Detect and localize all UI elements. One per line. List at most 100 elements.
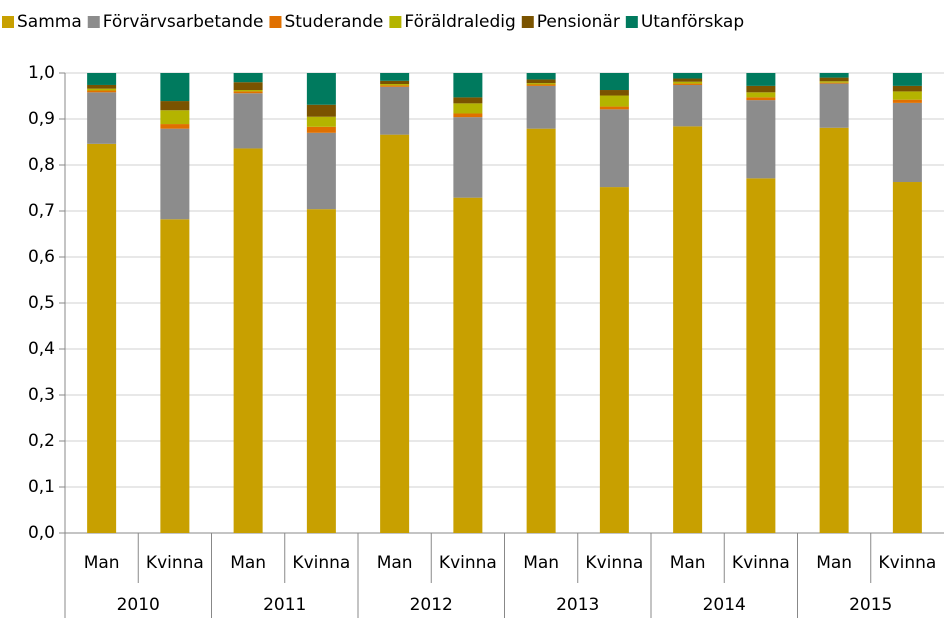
group-label: 2010 xyxy=(117,595,160,615)
bar-segment xyxy=(746,97,776,101)
legend-swatch xyxy=(389,16,402,28)
bar-segment xyxy=(599,109,629,188)
bar-segment xyxy=(380,73,410,81)
bar-segment xyxy=(892,99,922,103)
bar-segment xyxy=(673,84,703,127)
y-tick-label: 0,1 xyxy=(28,477,55,497)
x-tick-label: Kvinna xyxy=(146,553,204,573)
bar-segment xyxy=(892,85,922,92)
legend-swatch xyxy=(269,16,282,28)
bar-segment xyxy=(380,80,410,85)
legend-label: Pensionär xyxy=(537,12,620,32)
legend-swatch xyxy=(625,16,638,28)
group-label: 2014 xyxy=(703,595,746,615)
bar-segment xyxy=(87,84,117,89)
bar-segment xyxy=(306,73,336,105)
bar-segment xyxy=(599,187,629,533)
x-tick-label: Kvinna xyxy=(732,553,790,573)
bar-segment xyxy=(599,106,629,110)
bar-segment xyxy=(746,178,776,533)
group-label: 2012 xyxy=(410,595,453,615)
bar-segment xyxy=(233,91,263,94)
group-label: 2013 xyxy=(556,595,599,615)
x-tick-label: Kvinna xyxy=(439,553,497,573)
legend-label: Samma xyxy=(17,12,82,32)
legend-swatch xyxy=(87,16,100,28)
y-tick-label: 0,6 xyxy=(28,247,55,267)
legend-swatch xyxy=(521,16,534,28)
bar-segment xyxy=(526,73,556,80)
bar-segment xyxy=(380,134,410,533)
bar-segment xyxy=(892,182,922,533)
x-tick-label: Man xyxy=(230,553,266,573)
legend-label: Utanförskap xyxy=(641,12,744,32)
bar-segment xyxy=(160,124,190,129)
bar-segment xyxy=(233,93,263,149)
x-tick-label: Man xyxy=(670,553,706,573)
bar-segment xyxy=(892,102,922,183)
bar-segment xyxy=(306,132,336,210)
y-tick-label: 0,7 xyxy=(28,201,55,221)
bar-segment xyxy=(160,110,190,125)
x-tick-label: Kvinna xyxy=(585,553,643,573)
bar-segment xyxy=(453,73,483,98)
bar-segment xyxy=(673,73,703,79)
y-tick-label: 0,5 xyxy=(28,293,55,313)
x-tick-label: Kvinna xyxy=(878,553,936,573)
bar-segment xyxy=(160,101,190,111)
bar-segment xyxy=(819,81,849,83)
bar-segment xyxy=(599,90,629,96)
bar-segment xyxy=(526,83,556,85)
x-tick-label: Man xyxy=(816,553,852,573)
bar-segment xyxy=(819,127,849,534)
bar-segment xyxy=(87,90,117,93)
bar-segment xyxy=(233,82,263,91)
bar-segment xyxy=(599,95,629,107)
bar-segment xyxy=(87,143,117,533)
bar-segment xyxy=(380,84,410,86)
bar-segment xyxy=(599,73,629,91)
y-tick-label: 0,4 xyxy=(28,339,55,359)
bar-segment xyxy=(673,78,703,82)
bar-segment xyxy=(526,128,556,533)
legend-swatch xyxy=(2,16,14,28)
bar-segment xyxy=(87,73,117,85)
bar-segment xyxy=(453,103,483,114)
bar-segment xyxy=(819,73,849,78)
bar-segment xyxy=(819,82,849,84)
bar-segment xyxy=(453,113,483,118)
bar-segment xyxy=(87,88,117,91)
bar-segment xyxy=(526,85,556,129)
bar-segment xyxy=(306,116,336,127)
bar-segment xyxy=(306,209,336,533)
x-tick-label: Man xyxy=(377,553,413,573)
bar-segment xyxy=(673,126,703,534)
bar-segment xyxy=(673,81,703,84)
bar-segment xyxy=(160,73,190,102)
x-tick-label: Man xyxy=(523,553,559,573)
group-label: 2015 xyxy=(849,595,892,615)
bar-segment xyxy=(233,90,263,92)
x-tick-label: Kvinna xyxy=(292,553,350,573)
bar-segment xyxy=(87,92,117,144)
bar-segment xyxy=(233,148,263,533)
legend-label: Studerande xyxy=(284,12,383,32)
y-tick-label: 0,9 xyxy=(28,109,55,129)
y-tick-label: 0,2 xyxy=(28,431,55,451)
bar-segment xyxy=(746,92,776,98)
bar-segment xyxy=(746,85,776,93)
bar-segment xyxy=(746,100,776,179)
legend-label: Föräldraledig xyxy=(404,12,515,32)
bar-segment xyxy=(746,73,776,86)
y-tick-label: 0,8 xyxy=(28,155,55,175)
bar-segment xyxy=(892,91,922,100)
y-tick-label: 0,0 xyxy=(28,523,55,543)
bar-segment xyxy=(819,83,849,128)
bar-segment xyxy=(306,126,336,133)
bar-segment xyxy=(673,83,703,85)
bar-segment xyxy=(380,86,410,135)
bar-segment xyxy=(453,117,483,198)
bar-segment xyxy=(819,77,849,82)
bar-segment xyxy=(526,79,556,84)
